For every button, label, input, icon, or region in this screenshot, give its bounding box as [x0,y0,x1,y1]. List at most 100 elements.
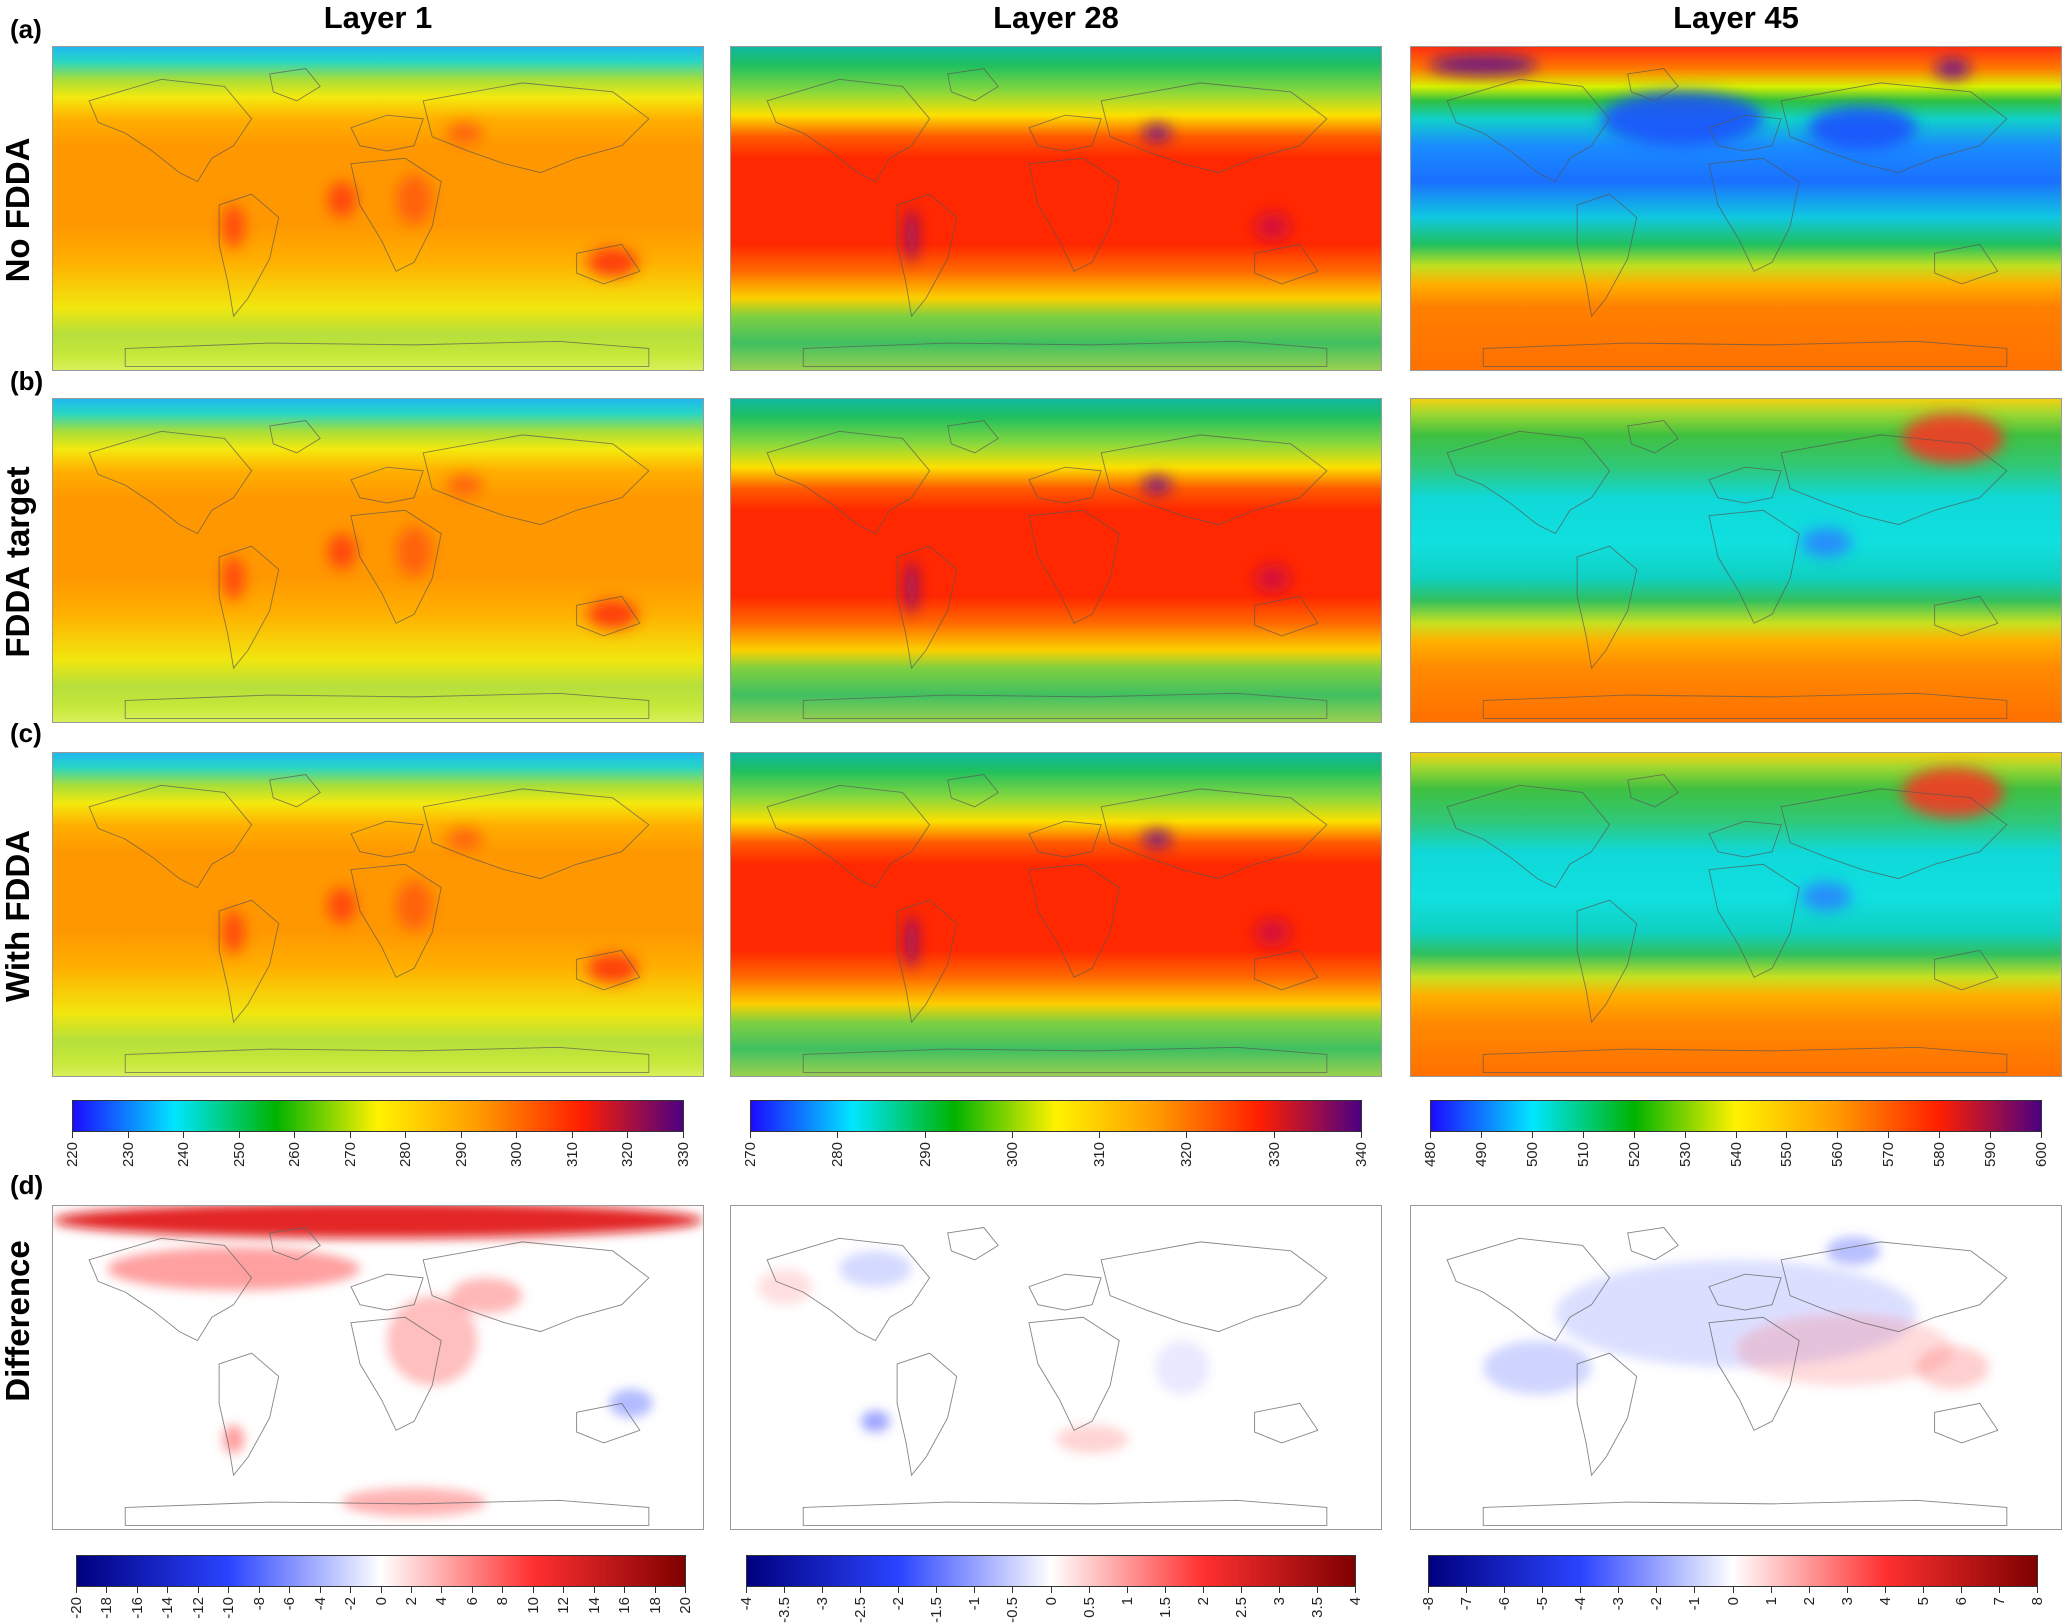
colorbar-tick [1694,1587,1695,1593]
colorbar-tick [1355,1587,1356,1593]
map-difference-layer-28 [730,1205,1382,1530]
colorbar-tick [350,1587,351,1593]
colorbar-tick [1847,1587,1848,1593]
colorbar-tick-label: 8 [2029,1597,2046,1606]
colorbar-tick-label: -18 [98,1597,115,1619]
colorbar-tick-label: -0.5 [1004,1597,1021,1623]
colorbar-tick [936,1587,937,1593]
map-fdda-target-layer-1 [52,398,704,723]
colorbar-tick-label: 12 [555,1597,572,1614]
colorbar-tick [1532,1132,1533,1138]
colorbar-tick-label: 280 [829,1142,846,1168]
colorbar-gradient [72,1100,684,1132]
colorbar-tick [655,1587,656,1593]
colorbar-tick-label: 600 [2033,1142,2050,1168]
colorbar-tick-label: 530 [1677,1142,1694,1168]
colorbar-tick-label: -6 [281,1597,298,1611]
colorbar-tick [472,1587,473,1593]
colorbar-tick [1961,1587,1962,1593]
colorbar-tick [259,1587,260,1593]
colorbar-tick-label: 3.5 [1309,1597,1326,1618]
colorbar-tick-label: -16 [129,1597,146,1619]
row-letter-b: (b) [10,366,44,396]
colorbar-tick [128,1132,129,1138]
colorbar-tick-label: 8 [494,1597,511,1606]
colorbar-gradient [750,1100,1362,1132]
colorbar-layer-45: 480 490 500 510 520 530 540 550 560 570 580 590 600 [1422,1100,2050,1190]
colorbar-gradient [1428,1555,2038,1587]
colorbar-tick [1099,1132,1100,1138]
colorbar-tick-label: 560 [1829,1142,1846,1168]
colorbar-tick-label: 250 [231,1142,248,1168]
colorbar-tick-label: 320 [1178,1142,1195,1168]
row-letter-c: (c) [10,718,42,748]
colorbar-tick [822,1587,823,1593]
colorbar-tick [441,1587,442,1593]
colorbar-tick-label: 220 [64,1142,81,1168]
colorbar-tick-label: -3 [814,1597,831,1611]
colorbar-tick-label: 480 [1422,1142,1439,1168]
colorbar-tick-label: 280 [397,1142,414,1168]
map-no-fdda-layer-1 [52,46,704,371]
colorbar-tick-label: 2 [1801,1597,1818,1606]
colorbar-tick-label: 3 [1839,1597,1856,1606]
colorbar-tick-label: -6 [1496,1597,1513,1611]
colorbar-tick [1279,1587,1280,1593]
colorbar-tick-label: -4 [312,1597,329,1611]
colorbar-tick [1504,1587,1505,1593]
colorbar-tick-label: -5 [1534,1597,1551,1611]
colorbar-tick-label: 4 [433,1597,450,1606]
colorbar-tick-label: -2 [890,1597,907,1611]
colorbar-tick [1786,1132,1787,1138]
colorbar-tick-label: 0 [373,1597,390,1606]
colorbar-tick-label: -12 [190,1597,207,1619]
colorbar-tick [1656,1587,1657,1593]
colorbar-tick-label: -8 [1420,1597,1437,1611]
colorbar-tick [1999,1587,2000,1593]
colorbar-tick-label: 590 [1982,1142,1999,1168]
colorbar-tick-label: 270 [742,1142,759,1168]
colorbar-tick-label: 580 [1931,1142,1948,1168]
colorbar-tick [1583,1132,1584,1138]
colorbar-gradient [1430,1100,2042,1132]
colorbar-tick [2041,1132,2042,1138]
colorbar-tick-label: 4 [1347,1597,1364,1606]
colorbar-tick-label: 1 [1763,1597,1780,1606]
colorbar-tick [1127,1587,1128,1593]
colorbar-tick-label: 330 [675,1142,692,1168]
colorbar-tick-label: 2 [403,1597,420,1606]
colorbar-tick-label: -7 [1458,1597,1475,1611]
colorbar-tick [1923,1587,1924,1593]
column-title-layer-45: Layer 45 [1673,0,1799,35]
colorbar-tick-label: 570 [1880,1142,1897,1168]
colorbar-tick-label: -1.5 [928,1597,945,1623]
colorbar-tick-label: 500 [1524,1142,1541,1168]
colorbar-tick [1837,1132,1838,1138]
colorbar-tick-label: 490 [1473,1142,1490,1168]
colorbar-tick [502,1587,503,1593]
colorbar-tick-label: 4 [1877,1597,1894,1606]
map-difference-layer-45 [1410,1205,2062,1530]
colorbar-tick-label: -2 [1648,1597,1665,1611]
colorbar-tick-label: 540 [1728,1142,1745,1168]
colorbar-tick [1012,1587,1013,1593]
colorbar-tick [1089,1587,1090,1593]
colorbar-tick-label: -1 [1686,1597,1703,1611]
colorbar-tick [1685,1132,1686,1138]
colorbar-tick [627,1132,628,1138]
colorbar-tick [925,1132,926,1138]
colorbar-tick-label: -1 [966,1597,983,1611]
colorbar-tick [1634,1132,1635,1138]
colorbar-tick-label: 0.5 [1081,1597,1098,1618]
colorbar-tick [1051,1587,1052,1593]
colorbar-tick [837,1132,838,1138]
colorbar-tick [183,1132,184,1138]
colorbar-tick-label: 6 [1953,1597,1970,1606]
colorbar-difference-layer-1: -20 -18 -16 -14 -12 -10 -8 -6 -4 -2 0 2 4 6 8 10 12 14 16 1… [68,1555,694,1621]
map-no-fdda-layer-28 [730,46,1382,371]
colorbar-tick [1481,1132,1482,1138]
colorbar-tick-label: -4 [1572,1597,1589,1611]
colorbar-tick-label: 270 [342,1142,359,1168]
colorbar-tick [381,1587,382,1593]
colorbar-tick-label: 5 [1915,1597,1932,1606]
